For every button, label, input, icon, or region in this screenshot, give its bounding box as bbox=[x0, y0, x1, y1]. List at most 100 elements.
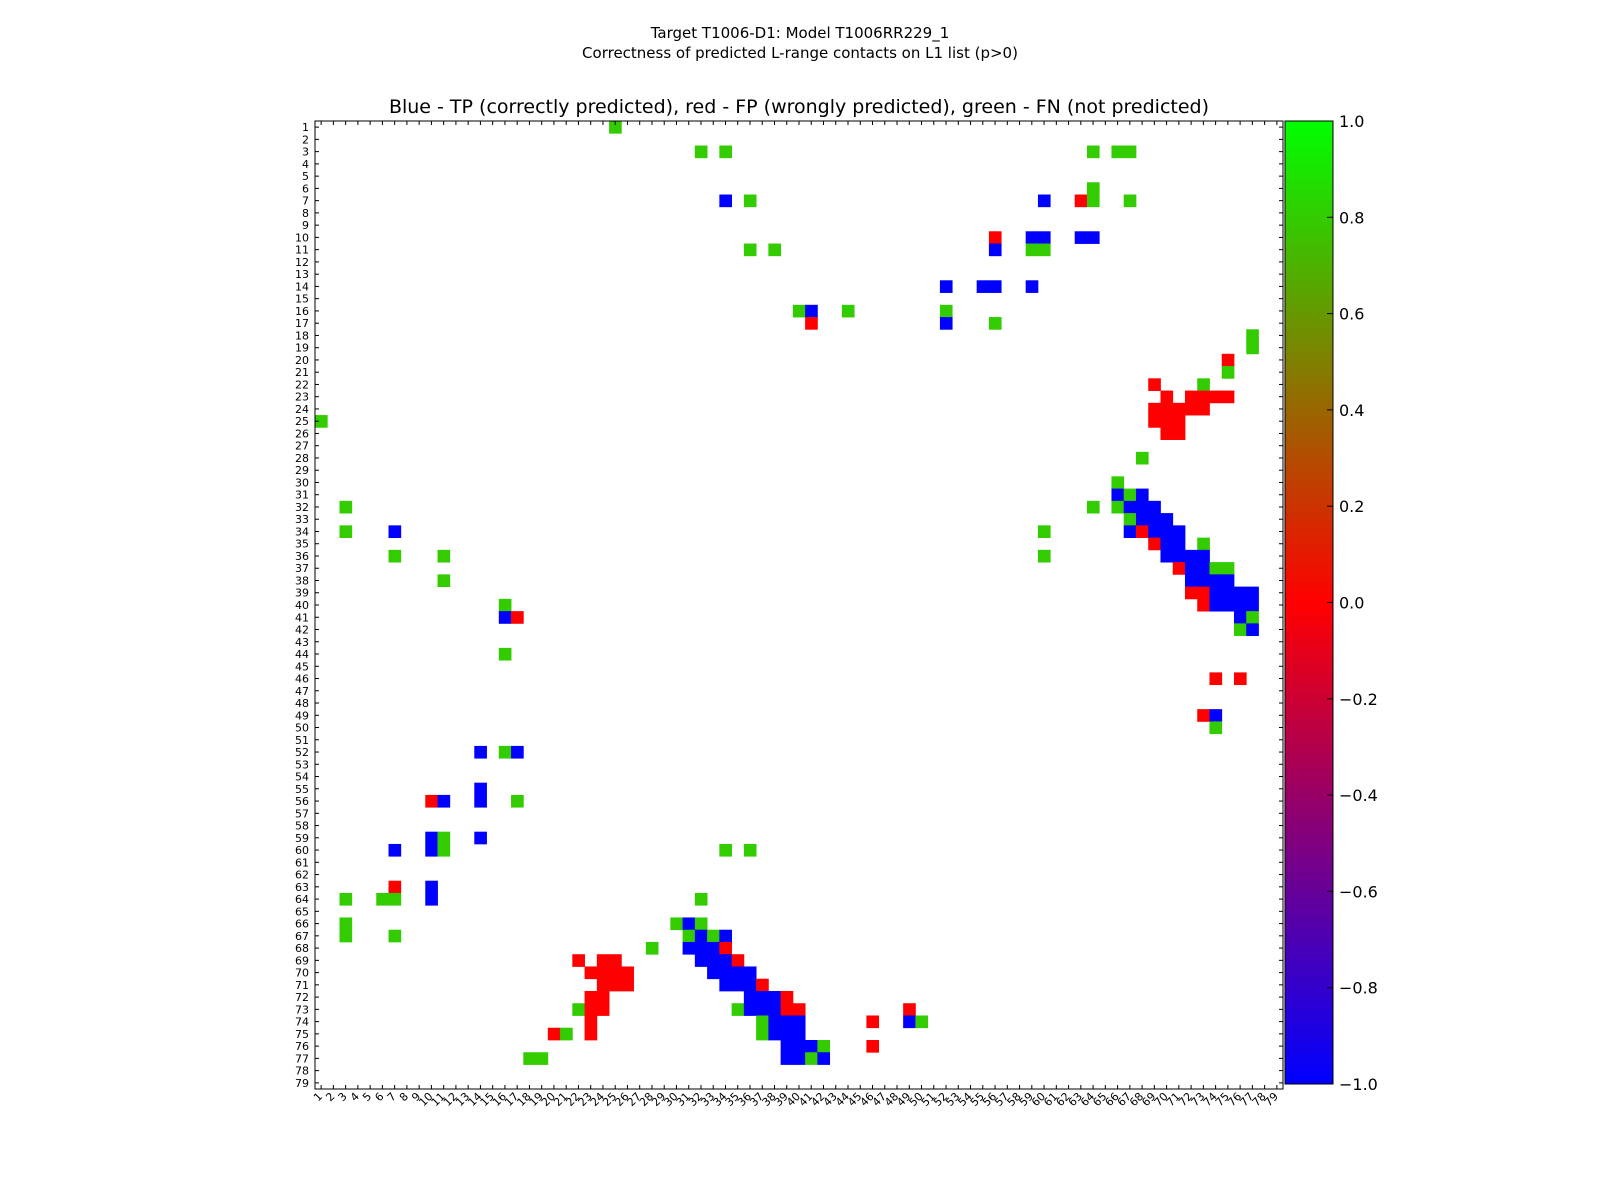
cell-tp-r41-c16 bbox=[498, 611, 512, 624]
y-tick-label-17: 17 bbox=[295, 317, 309, 330]
cell-fn-r52-c16 bbox=[498, 745, 512, 759]
cell-fp-r71-c37 bbox=[756, 978, 769, 992]
y-tick-label-46: 46 bbox=[295, 673, 309, 686]
cell-fp-r69-c24 bbox=[596, 954, 610, 967]
cell-tp-r56-c11 bbox=[437, 794, 451, 808]
cell-fp-r25-c69 bbox=[1148, 415, 1161, 428]
cell-fn-r60-c34 bbox=[719, 843, 732, 857]
y-tick-label-40: 40 bbox=[295, 599, 309, 612]
y-tick-label-51: 51 bbox=[295, 734, 309, 747]
cell-tp-r70-c33 bbox=[707, 966, 720, 980]
colorbar-tick-label: −0.4 bbox=[1339, 786, 1378, 805]
cell-fn-r74-c37 bbox=[756, 1015, 769, 1029]
figure-title-line2: Correctness of predicted L-range contact… bbox=[582, 44, 1018, 62]
chart-title: Blue - TP (correctly predicted), red - F… bbox=[389, 96, 1209, 118]
y-tick-label-5: 5 bbox=[302, 170, 309, 183]
cell-fn-r16-c44 bbox=[841, 304, 855, 318]
y-tick-label-15: 15 bbox=[295, 293, 309, 306]
cell-tp-r60-c7 bbox=[388, 843, 402, 857]
heatmap-cells bbox=[315, 121, 1259, 1065]
x-tick-label-1: 1 bbox=[311, 1090, 325, 1104]
cell-tp-r68-c31 bbox=[682, 941, 696, 955]
cell-tp-r17-c52 bbox=[939, 317, 953, 330]
cell-tp-r68-c33 bbox=[707, 941, 720, 955]
y-tick-label-49: 49 bbox=[295, 709, 309, 722]
cell-tp-r75-c38 bbox=[768, 1027, 782, 1041]
cell-fn-r38-c11 bbox=[437, 574, 451, 588]
x-tick-labels: 1234567891011121314151617181920212223242… bbox=[311, 1090, 1281, 1109]
cell-tp-r39-c75 bbox=[1221, 586, 1235, 600]
y-tick-label-21: 21 bbox=[295, 366, 309, 379]
cell-fn-r64-c7 bbox=[388, 892, 402, 906]
cell-fn-r21-c75 bbox=[1221, 366, 1235, 379]
y-tick-label-42: 42 bbox=[295, 624, 309, 637]
cell-tp-r75-c40 bbox=[792, 1027, 806, 1041]
colorbar-tick-label: 1.0 bbox=[1339, 112, 1364, 131]
cell-fp-r46-c76 bbox=[1233, 672, 1247, 686]
y-tick-label-43: 43 bbox=[295, 636, 309, 649]
cell-tp-r14-c55 bbox=[976, 280, 990, 293]
y-tick-label-78: 78 bbox=[295, 1065, 309, 1078]
y-tick-label-12: 12 bbox=[295, 256, 309, 269]
colorbar-tick-label: 0.2 bbox=[1339, 497, 1364, 516]
y-tick-label-50: 50 bbox=[295, 722, 309, 735]
cell-fp-r73-c24 bbox=[596, 1003, 610, 1016]
colorbar-tick-label: 0.4 bbox=[1339, 401, 1364, 420]
cell-tp-r32-c69 bbox=[1148, 500, 1161, 514]
cell-tp-r10-c63 bbox=[1074, 231, 1088, 244]
cell-fp-r26-c71 bbox=[1172, 427, 1186, 440]
y-tick-label-68: 68 bbox=[295, 942, 309, 955]
y-tick-label-47: 47 bbox=[295, 685, 309, 698]
x-tick-label-6: 6 bbox=[372, 1090, 386, 1104]
cell-fn-r25-c1 bbox=[315, 415, 328, 428]
cell-tp-r40-c77 bbox=[1246, 598, 1259, 612]
y-tick-label-4: 4 bbox=[302, 158, 309, 171]
cell-fn-r19-c77 bbox=[1246, 341, 1259, 355]
y-tick-label-52: 52 bbox=[295, 746, 309, 759]
cell-tp-r73-c37 bbox=[756, 1003, 769, 1016]
cell-fp-r23-c75 bbox=[1221, 390, 1235, 404]
cell-tp-r33-c68 bbox=[1135, 513, 1149, 526]
cell-fp-r63-c7 bbox=[388, 880, 402, 894]
y-tick-label-13: 13 bbox=[295, 268, 309, 281]
cell-fp-r46-c74 bbox=[1209, 672, 1223, 686]
y-tick-label-32: 32 bbox=[295, 501, 309, 514]
cell-fn-r3-c66 bbox=[1111, 145, 1125, 159]
y-tick-label-58: 58 bbox=[295, 820, 309, 833]
cell-tp-r55-c14 bbox=[474, 782, 487, 796]
y-tick-label-9: 9 bbox=[302, 219, 309, 232]
cell-fn-r3-c64 bbox=[1086, 145, 1100, 159]
cell-fp-r73-c39 bbox=[780, 1003, 794, 1016]
cell-fn-r44-c16 bbox=[498, 647, 512, 661]
cell-fp-r70-c23 bbox=[584, 966, 598, 980]
cell-fn-r34-c60 bbox=[1037, 525, 1051, 538]
cell-fp-r10-c56 bbox=[988, 231, 1002, 244]
cell-fp-r75-c20 bbox=[547, 1027, 561, 1041]
cell-fn-r60-c36 bbox=[743, 843, 757, 857]
cell-fn-r77-c19 bbox=[535, 1052, 549, 1065]
cell-tp-r42-c77 bbox=[1246, 623, 1259, 637]
cell-tp-r56-c14 bbox=[474, 794, 487, 808]
cell-fn-r7-c36 bbox=[743, 194, 757, 208]
cell-fp-r71-c25 bbox=[609, 978, 622, 992]
y-tick-label-19: 19 bbox=[295, 342, 309, 355]
y-tick-label-34: 34 bbox=[295, 525, 309, 538]
cell-tp-r34-c7 bbox=[388, 525, 402, 538]
x-tick-label-3: 3 bbox=[336, 1090, 350, 1104]
cell-tp-r59-c10 bbox=[425, 831, 438, 845]
cell-tp-r72-c38 bbox=[768, 990, 782, 1004]
cell-tp-r40-c76 bbox=[1233, 598, 1247, 612]
cell-fn-r32-c3 bbox=[339, 500, 353, 514]
y-tick-label-71: 71 bbox=[295, 979, 309, 992]
y-tick-label-30: 30 bbox=[295, 476, 309, 489]
y-tick-label-2: 2 bbox=[302, 133, 309, 146]
y-tick-label-45: 45 bbox=[295, 660, 309, 673]
y-tick-label-28: 28 bbox=[295, 452, 309, 465]
cell-fn-r67-c3 bbox=[339, 929, 353, 943]
cell-fp-r39-c73 bbox=[1197, 586, 1210, 600]
cell-fn-r35-c73 bbox=[1197, 537, 1210, 551]
cell-tp-r36-c70 bbox=[1160, 549, 1174, 563]
cell-tp-r32-c67 bbox=[1123, 500, 1137, 514]
x-tick-label-7: 7 bbox=[385, 1090, 399, 1104]
cell-fn-r11-c59 bbox=[1025, 243, 1039, 257]
